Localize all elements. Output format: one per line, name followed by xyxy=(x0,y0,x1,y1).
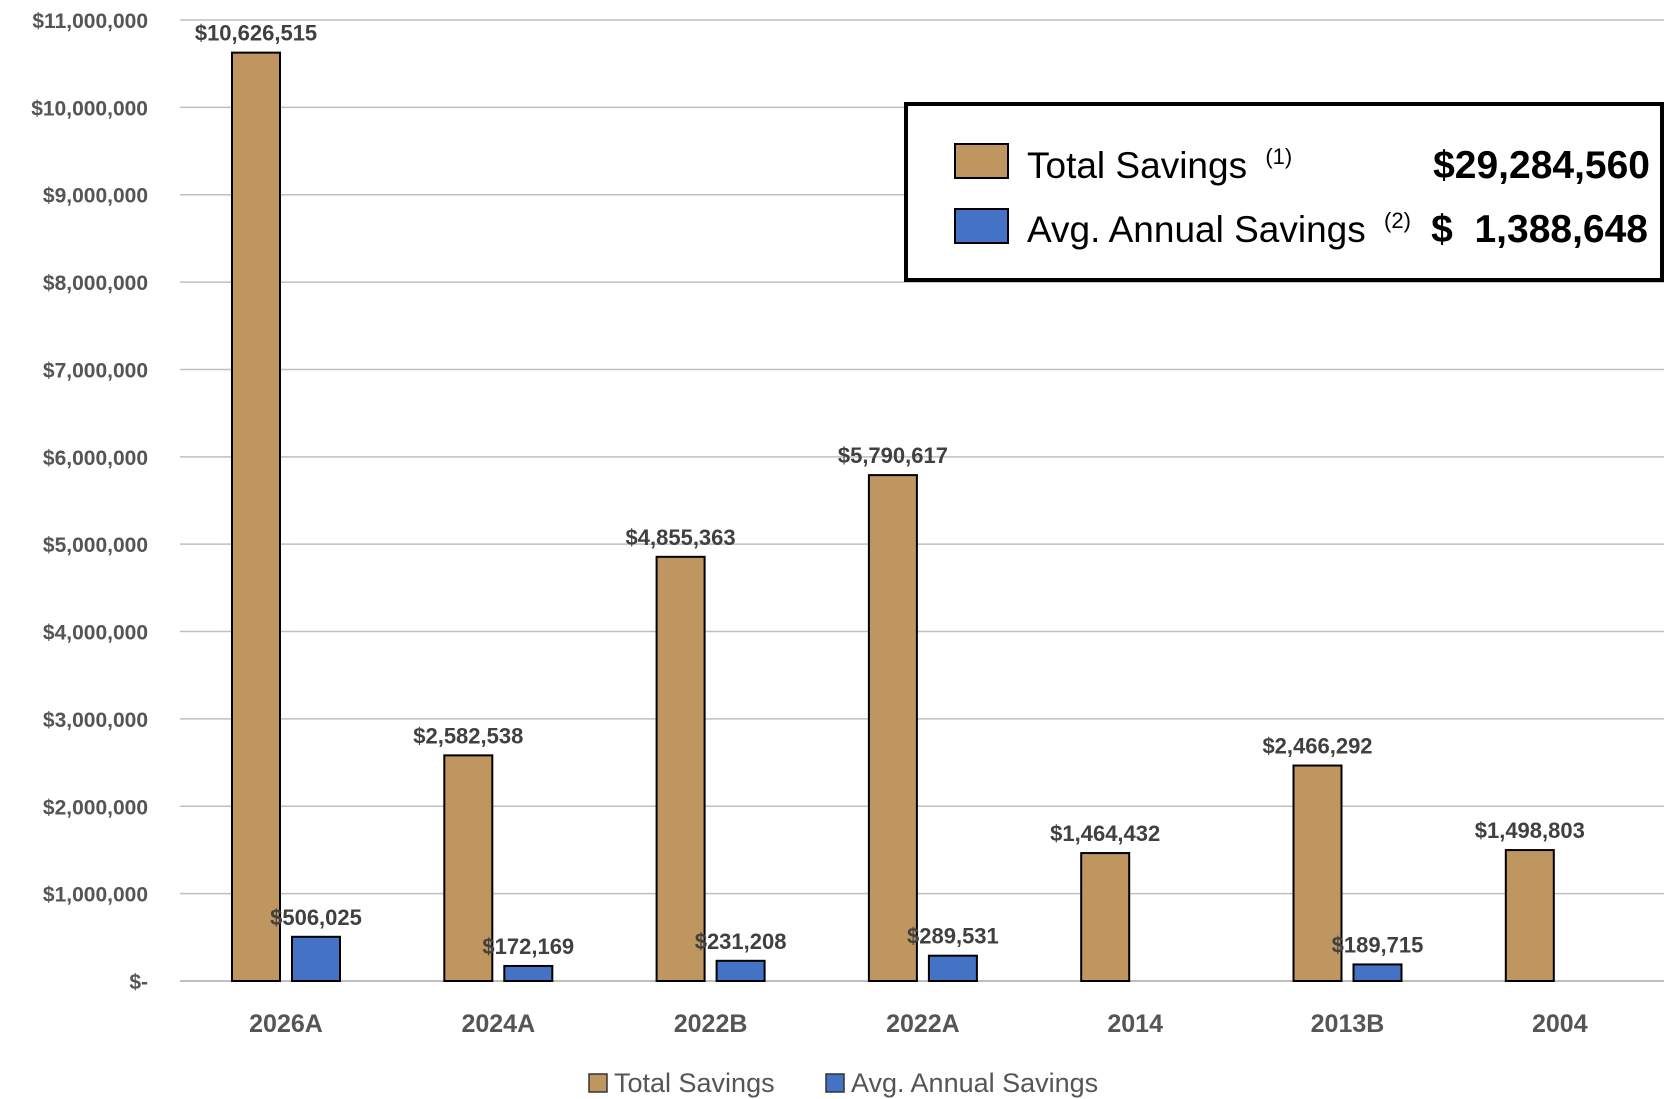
bar-total-savings xyxy=(1292,764,1343,982)
y-tick-label: $- xyxy=(129,971,148,994)
bars xyxy=(231,51,1555,983)
data-label-avg: $289,531 xyxy=(907,924,999,949)
bar-avg-annual-savings xyxy=(503,964,554,982)
data-labels: $10,626,515 $506,025 $2,582,538 $172,169 $4,… xyxy=(195,21,1585,959)
bar-avg-annual-savings xyxy=(927,954,978,982)
data-label-total: $5,790,617 xyxy=(838,443,948,468)
legend-swatch-avg xyxy=(825,1073,845,1093)
y-tick-label: $10,000,000 xyxy=(31,97,148,120)
x-axis-categories: 2026A 2024A 2022B 2022A 2014 2013B 2004 xyxy=(249,1010,1588,1038)
bar-avg-annual-savings xyxy=(715,959,766,983)
chart-legend: Total Savings Avg. Annual Savings xyxy=(588,1068,1098,1098)
bar-total-savings xyxy=(655,555,706,982)
y-axis-ticks: $- $1,000,000 $2,000,000 $3,000,000 $4,000,0… xyxy=(31,10,148,994)
callout-value-avg: $ 1,388,648 xyxy=(1431,208,1648,251)
x-category-label: 2014 xyxy=(1107,1010,1163,1038)
bar-total-savings xyxy=(1080,852,1131,982)
legend-label-avg: Avg. Annual Savings xyxy=(851,1068,1098,1098)
summary-callout: Total Savings (1) $29,284,560 Avg. Annua… xyxy=(904,102,1664,282)
data-label-total: $10,626,515 xyxy=(195,21,317,46)
legend-label-total: Total Savings xyxy=(614,1068,775,1098)
x-category-label: 2022A xyxy=(886,1010,960,1038)
callout-value-total: $29,284,560 xyxy=(1433,144,1650,187)
callout-swatch-total xyxy=(954,143,1009,179)
x-category-label: 2022B xyxy=(674,1010,748,1038)
bar-avg-annual-savings xyxy=(1352,963,1403,982)
y-tick-label: $1,000,000 xyxy=(43,884,148,907)
data-label-avg: $231,208 xyxy=(695,929,787,954)
x-category-label: 2013B xyxy=(1311,1010,1385,1038)
bar-avg-annual-savings xyxy=(291,935,341,982)
y-tick-label: $11,000,000 xyxy=(32,10,148,33)
data-label-total: $2,582,538 xyxy=(413,723,523,748)
y-tick-label: $6,000,000 xyxy=(43,447,148,470)
callout-swatch-avg xyxy=(954,208,1009,244)
data-label-avg: $506,025 xyxy=(270,905,362,930)
y-tick-label: $2,000,000 xyxy=(43,796,148,819)
bar-total-savings xyxy=(231,51,281,982)
y-tick-label: $5,000,000 xyxy=(43,534,148,557)
data-label-avg: $189,715 xyxy=(1332,932,1424,957)
callout-label-total: Total Savings (1) xyxy=(1027,144,1292,186)
y-tick-label: $8,000,000 xyxy=(43,272,148,295)
y-tick-label: $3,000,000 xyxy=(43,709,148,732)
bar-total-savings xyxy=(1504,849,1555,983)
y-tick-label: $7,000,000 xyxy=(43,359,148,382)
y-tick-label: $9,000,000 xyxy=(43,185,148,208)
data-label-total: $1,498,803 xyxy=(1475,818,1585,843)
x-category-label: 2024A xyxy=(461,1010,535,1038)
x-category-label: 2026A xyxy=(249,1010,323,1038)
callout-label-avg: Avg. Annual Savings (2) xyxy=(1027,208,1411,250)
x-category-label: 2004 xyxy=(1532,1010,1588,1038)
y-tick-label: $4,000,000 xyxy=(43,622,148,645)
data-label-total: $2,466,292 xyxy=(1262,734,1372,759)
legend-swatch-total xyxy=(588,1073,608,1093)
callout-frame xyxy=(904,102,1664,282)
data-label-total: $4,855,363 xyxy=(626,525,736,550)
data-label-avg: $172,169 xyxy=(482,934,574,959)
bar-total-savings xyxy=(443,754,494,982)
bar-total-savings xyxy=(867,474,918,982)
data-label-total: $1,464,432 xyxy=(1050,821,1160,846)
